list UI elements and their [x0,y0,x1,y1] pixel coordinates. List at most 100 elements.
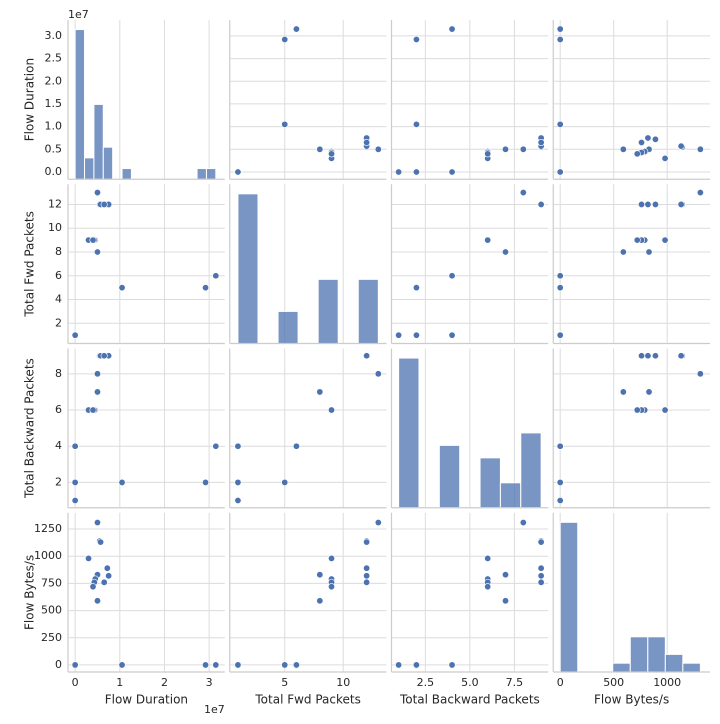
histogram-bar [317,278,339,344]
scatter-point [93,248,101,256]
scatter-point [363,139,371,147]
scatter-point [89,583,97,591]
scatter-point [696,145,704,153]
scatter-point [316,597,324,605]
scatter-point [484,583,492,591]
scatter-point [93,519,101,527]
scatter-point [118,478,126,486]
scatter-point [234,497,242,505]
scatter-point [619,388,627,396]
scatter-point [448,25,456,33]
scatter-point [644,134,652,142]
x-tick-label: 0 [557,676,564,689]
scatter-point [519,189,527,197]
scatter-point [677,200,685,208]
histogram-bar [479,457,501,509]
scatter-point [696,189,704,197]
y-tick-label: 12 [48,197,62,210]
scatter-point [71,442,79,450]
scatter-point [374,370,382,378]
y-tick-label: 2 [55,475,62,488]
scatter-point [100,578,108,586]
histogram-bar [520,432,542,509]
y-tick-label: 8 [55,367,62,380]
scatter-point [71,497,79,505]
y-axis-label: Flow Duration [23,58,37,141]
panel [229,184,387,345]
scatter-point [651,200,659,208]
scatter-point [100,200,108,208]
scatter-point [412,331,420,339]
scatter-point [281,120,289,128]
x-axis-label: Total Backward Packets [399,693,540,707]
x-axis-label: Flow Duration [105,693,188,707]
scatter-point [395,331,403,339]
scatter-point [328,406,336,414]
scatter-point [651,352,659,360]
histogram-bar [93,103,104,180]
scatter-point [556,284,564,292]
scatter-point [212,442,220,450]
scatter-point [484,236,492,244]
scatter-point [638,139,646,147]
x-tick-label: 500 [603,676,624,689]
scatter-point [89,406,97,414]
histogram-bar [612,662,631,673]
scatter-point [556,442,564,450]
scatter-point [212,661,220,669]
histogram-bar [357,278,379,344]
scatter-point [234,478,242,486]
scatter-point [677,142,685,150]
panel [67,20,225,180]
x-axis-label: Flow Bytes/s [594,693,669,707]
scatter-point [537,200,545,208]
x-offset-label: 1e7 [204,703,225,716]
y-tick-label: 0.0 [45,165,63,178]
scatter-point [316,571,324,579]
scatter-point [448,661,456,669]
scatter-point [316,145,324,153]
y-tick-label: 0 [55,658,62,671]
x-tick-label: 2 [161,676,168,689]
scatter-point [395,661,403,669]
scatter-point [71,478,79,486]
panel [67,348,225,509]
y-tick-label: 8 [55,245,62,258]
scatter-point [501,571,509,579]
scatter-point [363,578,371,586]
y-tick-label: 10 [48,221,62,234]
histogram-bar [559,521,579,673]
scatter-point [118,661,126,669]
scatter-point [519,519,527,527]
x-tick-label: 1000 [653,676,681,689]
scatter-point [644,352,652,360]
panel [67,184,225,345]
scatter-point [501,597,509,605]
scatter-point [556,331,564,339]
scatter-point [619,248,627,256]
x-tick-label: 7.5 [506,676,524,689]
y-tick-label: 4 [55,293,62,306]
scatter-point [448,272,456,280]
y-offset-label: 1e7 [68,8,89,21]
scatter-point [661,154,669,162]
scatter-point [93,370,101,378]
scatter-point [292,25,300,33]
scatter-point [328,554,336,562]
scatter-point [202,661,210,669]
scatter-point [556,272,564,280]
scatter-point [537,572,545,580]
y-axis-label: Total Backward Packets [23,358,37,499]
histogram-bar [664,653,684,673]
scatter-point [412,661,420,669]
histogram-bar [205,168,217,180]
y-tick-label: 250 [41,631,62,644]
scatter-point [556,25,564,33]
scatter-point [537,139,545,147]
scatter-point [696,370,704,378]
scatter-point [363,352,371,360]
panel [552,512,710,673]
scatter-point [556,36,564,44]
y-tick-label: 6 [55,403,62,416]
panel [552,20,710,180]
